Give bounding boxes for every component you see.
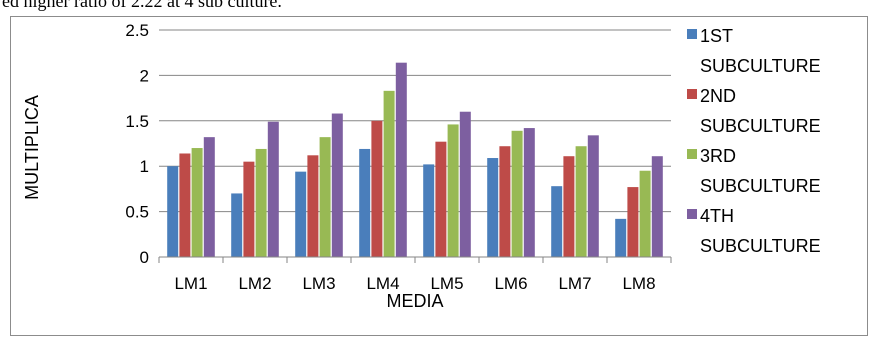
chart-frame: 0 0.5 1 1.5 2 2.5 LM1 LM2 LM3 LM4 LM5 LM6 LM7 LM8 MU…	[10, 16, 868, 336]
bar	[359, 148, 371, 257]
legend-swatch	[687, 29, 697, 39]
legend-label: 2ND	[700, 86, 736, 106]
y-tick-label: 1.5	[125, 112, 149, 131]
bar	[435, 141, 447, 257]
bar	[523, 128, 535, 257]
legend-label: 1ST	[700, 26, 733, 46]
bar	[587, 135, 599, 257]
x-tick-label: LM3	[302, 274, 335, 293]
bar	[639, 170, 651, 257]
preceding-text-fragment: ed higher ratio of 2.22 at 4 sub culture…	[2, 0, 282, 11]
y-tick-label: 2	[140, 66, 149, 85]
legend: 1ST SUBCULTURE 2ND SUBCULTURE 3RD SUBCULTURE 4…	[687, 26, 821, 256]
bar	[307, 155, 319, 257]
bar	[459, 111, 471, 257]
bar	[231, 193, 243, 257]
legend-label: SUBCULTURE	[700, 116, 821, 136]
bar	[319, 137, 331, 257]
x-tick-label: LM8	[622, 274, 655, 293]
y-tick-labels: 0 0.5 1 1.5 2 2.5	[125, 21, 149, 267]
bar	[255, 148, 267, 257]
y-tick-label: 1	[140, 157, 149, 176]
bar	[383, 90, 395, 257]
x-tick-label: LM6	[494, 274, 527, 293]
legend-label: 4TH	[700, 206, 734, 226]
y-tick-label: 0.5	[125, 203, 149, 222]
legend-label: SUBCULTURE	[700, 56, 821, 76]
bar	[575, 146, 587, 257]
legend-swatch	[687, 209, 697, 219]
y-axis-title: MULTIPLICA	[22, 95, 42, 200]
legend-label: SUBCULTURE	[700, 176, 821, 196]
bar	[447, 124, 459, 257]
bar	[203, 137, 215, 257]
y-tick-label: 0	[140, 248, 149, 267]
x-axis-title: MEDIA	[386, 291, 443, 311]
bar	[551, 186, 563, 257]
bar-chart: 0 0.5 1 1.5 2 2.5 LM1 LM2 LM3 LM4 LM5 LM6 LM7 LM8 MU…	[22, 21, 821, 311]
bar	[267, 121, 279, 257]
bar	[423, 164, 435, 257]
x-tick-label: LM2	[238, 274, 271, 293]
legend-swatch	[687, 149, 697, 159]
x-tick-label: LM5	[430, 274, 463, 293]
bar	[651, 156, 663, 257]
bar	[563, 156, 575, 257]
bar	[243, 161, 255, 257]
x-tick-marks	[158, 257, 672, 263]
bar	[167, 166, 179, 257]
y-tick-label: 2.5	[125, 21, 149, 40]
bar	[615, 218, 627, 257]
bar	[371, 120, 383, 257]
bar	[487, 158, 499, 257]
legend-swatch	[687, 89, 697, 99]
x-tick-label: LM7	[558, 274, 591, 293]
bar	[179, 153, 191, 257]
x-tick-label: LM1	[174, 274, 207, 293]
bar	[191, 148, 203, 257]
bar	[295, 171, 307, 257]
legend-label: SUBCULTURE	[700, 236, 821, 256]
x-tick-label: LM4	[366, 274, 399, 293]
legend-label: 3RD	[700, 146, 736, 166]
x-tick-labels: LM1 LM2 LM3 LM4 LM5 LM6 LM7 LM8	[174, 274, 655, 293]
bar	[499, 146, 511, 257]
bar	[511, 130, 523, 257]
bar	[331, 113, 343, 257]
bars	[167, 62, 663, 257]
bar	[395, 62, 407, 257]
bar	[627, 187, 639, 257]
